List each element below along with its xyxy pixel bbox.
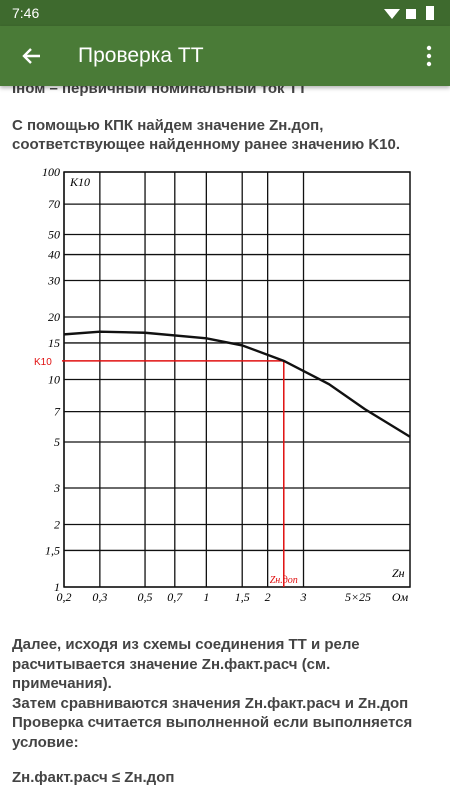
y-tick-label: 15	[48, 336, 60, 350]
reference-label: K10	[34, 357, 52, 368]
chart: 1 1,5 2 3 5 7 10 15 20 30 40 50 70 100 0,2 0,3 0,5 0,7 1 1,…	[34, 165, 411, 604]
app-title: Проверка ТТ	[78, 44, 204, 67]
y-tick-label: 20	[48, 310, 60, 324]
condition: Zн.факт.расч ≤ Zн.доп	[12, 769, 175, 786]
y-tick-label: 2	[54, 518, 60, 532]
y-tick-label: 5	[54, 435, 60, 449]
x-extra-label: 5×25	[345, 590, 371, 604]
y-tick-label: 3	[53, 481, 60, 495]
x-axis-label: Zн	[392, 566, 405, 580]
text-line: Проверка считается выполненной если выпо…	[12, 714, 413, 731]
status-icons	[384, 6, 434, 20]
y-tick-label: 70	[48, 197, 60, 211]
y-tick-label: 50	[48, 227, 60, 241]
y-tick-label: 30	[47, 273, 60, 287]
text-line: условие:	[12, 733, 79, 751]
x-tick-label: 1,5	[235, 590, 250, 604]
y-tick-label: 10	[48, 373, 60, 387]
app-bar: Проверка ТТ	[0, 26, 450, 86]
y-tick-label: 1,5	[45, 543, 60, 557]
text-line: расчитывается значение Zн.факт.расч (см.	[12, 655, 331, 673]
x-tick-label: 0,2	[57, 590, 72, 604]
x-tick-label: 0,5	[138, 590, 153, 604]
text-line: Далее, исходя из схемы соединения ТТ и р…	[12, 636, 360, 653]
curve	[63, 330, 411, 438]
back-button[interactable]	[20, 44, 44, 68]
y-tick-label: 40	[48, 248, 60, 262]
y-tick-label: 1	[54, 580, 60, 594]
text-line: С помощью КПК найдем значение Zн.доп,	[12, 117, 324, 134]
status-bar: 7:46	[0, 0, 450, 26]
x-extra-label: Ом	[392, 590, 409, 604]
text-line: Затем сравниваются значения Zн.факт.расч…	[12, 694, 409, 712]
text-line: примечания).	[12, 675, 112, 692]
y-tick-label: 100	[42, 165, 60, 179]
clock: 7:46	[12, 5, 40, 21]
text-line: соответствующее найденному ранее значени…	[12, 136, 401, 153]
reference-label: Zн.доп	[270, 575, 298, 586]
x-tick-label: 0,7	[167, 590, 183, 604]
x-tick-label: 2	[265, 590, 271, 604]
x-tick-label: 3	[300, 590, 307, 604]
x-tick-label: 1	[203, 590, 209, 604]
x-tick-label: 0,3	[92, 590, 107, 604]
y-axis-label: K10	[69, 175, 90, 189]
y-tick-label: 7	[54, 405, 61, 419]
menu-button[interactable]	[424, 44, 434, 68]
